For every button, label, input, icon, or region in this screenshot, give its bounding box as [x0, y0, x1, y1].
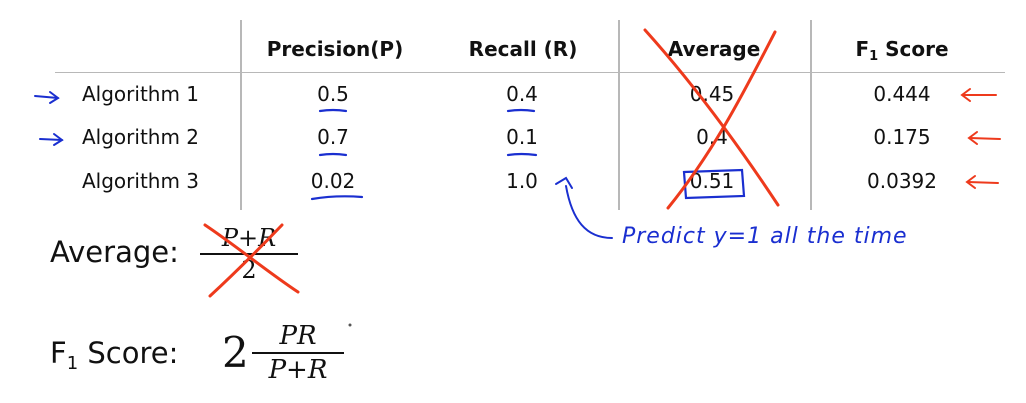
red-arrow-icon — [967, 131, 1001, 145]
average-denominator: 2 — [241, 256, 257, 284]
red-arrow-icon — [960, 88, 997, 102]
table-divider-1 — [240, 20, 242, 210]
f1-value: 0.444 — [873, 82, 931, 106]
red-arrow-icon — [965, 175, 999, 189]
handwritten-note: Predict y=1 all the time — [622, 224, 908, 249]
f1-label-main: F — [50, 336, 67, 370]
fraction-bar — [252, 352, 344, 354]
average-value: 0.4 — [696, 125, 728, 149]
table-header-rule — [55, 72, 1005, 73]
average-value: 0.51 — [689, 169, 735, 193]
table-divider-2 — [618, 20, 620, 210]
recall-value: 1.0 — [506, 169, 538, 193]
fraction-bar — [200, 253, 298, 255]
ink-dot — [348, 323, 352, 327]
header-recall: Recall (R) — [468, 37, 578, 61]
header-average: Average — [667, 37, 761, 61]
average-formula-label: Average: — [50, 235, 179, 269]
blue-curve-arrow-icon — [555, 176, 613, 239]
row-label: Algorithm 1 — [82, 82, 200, 106]
f1-fraction: PR P+R — [252, 322, 344, 384]
f1-label-subscript: 1 — [66, 353, 79, 374]
f1-value: 0.175 — [873, 125, 931, 149]
blue-arrow-icon — [39, 133, 64, 146]
f1-denominator: P+R — [268, 355, 328, 385]
table-divider-3 — [810, 20, 812, 210]
f1-value: 0.0392 — [867, 169, 937, 193]
f1-label-rest: Score: — [78, 336, 179, 370]
recall-value: 0.4 — [506, 82, 538, 106]
header-f1-rest: Score — [878, 37, 949, 61]
average-numerator: P+R — [221, 224, 277, 252]
f1-coefficient: 2 — [222, 328, 249, 377]
f1-formula-label: F1 Score: — [50, 336, 178, 381]
row-label: Algorithm 2 — [82, 125, 200, 149]
f1-numerator: PR — [279, 321, 317, 351]
precision-value: 0.5 — [317, 82, 349, 106]
header-f1-main: F — [855, 37, 870, 61]
precision-value: 0.02 — [310, 169, 356, 193]
header-f1-score: F1 Score — [855, 37, 948, 69]
header-f1-subscript: 1 — [869, 49, 879, 64]
average-value: 0.45 — [689, 82, 735, 106]
blue-arrow-icon — [34, 91, 60, 104]
header-precision: Precision(P) — [266, 37, 404, 61]
row-label: Algorithm 3 — [82, 169, 200, 193]
precision-value: 0.7 — [317, 125, 349, 149]
recall-value: 0.1 — [506, 125, 538, 149]
average-fraction: P+R 2 — [200, 225, 298, 283]
